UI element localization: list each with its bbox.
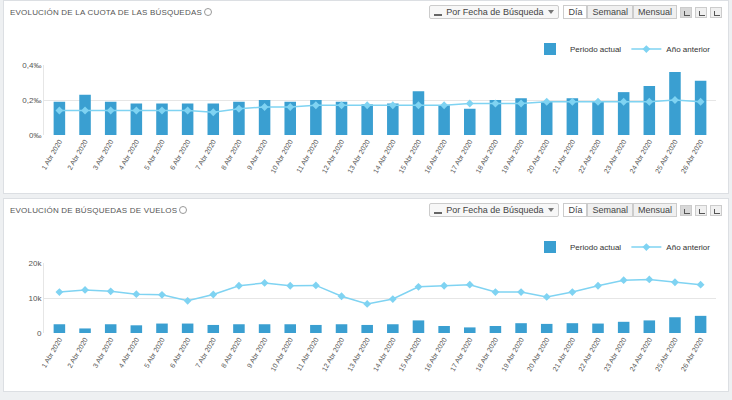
- html-text:Día: Día: [568, 7, 583, 17]
- svg-text:3 Abr 2020: 3 Abr 2020: [92, 336, 115, 369]
- svg-text:17 Abr 2020: 17 Abr 2020: [449, 336, 474, 372]
- svg-text:19 Abr 2020: 19 Abr 2020: [500, 336, 525, 372]
- html-text:Por Fecha de Búsqueda: Por Fecha de Búsqueda: [446, 205, 544, 215]
- svg-text:22 Abr 2020: 22 Abr 2020: [577, 336, 602, 372]
- html-text:Semanal: Semanal: [592, 205, 628, 215]
- svg-text:7 Abr 2020: 7 Abr 2020: [194, 138, 217, 171]
- svg-text:20k: 20k: [28, 259, 42, 268]
- svg-text:25 Abr 2020: 25 Abr 2020: [654, 138, 679, 174]
- svg-text:0: 0: [37, 329, 42, 338]
- svg-text:10 Abr 2020: 10 Abr 2020: [269, 336, 294, 372]
- html-text:Mensual: Mensual: [638, 7, 672, 17]
- svg-text:13 Abr 2020: 13 Abr 2020: [346, 138, 371, 174]
- svg-text:9 Abr 2020: 9 Abr 2020: [245, 138, 268, 171]
- svg-text:2 Abr 2020: 2 Abr 2020: [66, 138, 89, 171]
- html-text:Día: Día: [568, 205, 583, 215]
- svg-text:12 Abr 2020: 12 Abr 2020: [320, 336, 345, 372]
- svg-text:12 Abr 2020: 12 Abr 2020: [320, 138, 345, 174]
- svg-text:1 Abr 2020: 1 Abr 2020: [40, 138, 63, 171]
- svg-text:0,4‰: 0,4‰: [22, 61, 41, 70]
- svg-text:11 Abr 2020: 11 Abr 2020: [295, 336, 320, 372]
- svg-text:26 Abr 2020: 26 Abr 2020: [680, 336, 705, 372]
- svg-text:15 Abr 2020: 15 Abr 2020: [397, 336, 422, 372]
- svg-text:5 Abr 2020: 5 Abr 2020: [143, 138, 166, 171]
- svg-text:2 Abr 2020: 2 Abr 2020: [66, 336, 89, 369]
- svg-text:1 Abr 2020: 1 Abr 2020: [40, 336, 63, 369]
- svg-text:0,2‰: 0,2‰: [22, 96, 41, 105]
- svg-text:18 Abr 2020: 18 Abr 2020: [474, 138, 499, 174]
- svg-text:21 Abr 2020: 21 Abr 2020: [551, 336, 576, 372]
- svg-text:11 Abr 2020: 11 Abr 2020: [295, 138, 320, 174]
- svg-text:14 Abr 2020: 14 Abr 2020: [372, 138, 397, 174]
- svg-text:17 Abr 2020: 17 Abr 2020: [449, 138, 474, 174]
- svg-text:16 Abr 2020: 16 Abr 2020: [423, 138, 448, 174]
- svg-text:5 Abr 2020: 5 Abr 2020: [143, 336, 166, 369]
- svg-text:21 Abr 2020: 21 Abr 2020: [551, 138, 576, 174]
- svg-text:4 Abr 2020: 4 Abr 2020: [117, 138, 140, 171]
- svg-text:19 Abr 2020: 19 Abr 2020: [500, 138, 525, 174]
- html-text:EVOLUCIÓN DE BÚSQUEDAS DE VUEL: EVOLUCIÓN DE BÚSQUEDAS DE VUELOS: [10, 205, 178, 215]
- svg-text:24 Abr 2020: 24 Abr 2020: [628, 336, 653, 372]
- svg-text:15 Abr 2020: 15 Abr 2020: [397, 138, 422, 174]
- svg-text:Año anterior: Año anterior: [666, 45, 710, 54]
- svg-text:10k: 10k: [28, 294, 42, 303]
- svg-text:20 Abr 2020: 20 Abr 2020: [526, 336, 551, 372]
- svg-text:6 Abr 2020: 6 Abr 2020: [169, 138, 192, 171]
- svg-text:8 Abr 2020: 8 Abr 2020: [220, 138, 243, 171]
- svg-text:3 Abr 2020: 3 Abr 2020: [92, 138, 115, 171]
- svg-text:Periodo actual: Periodo actual: [570, 243, 621, 252]
- svg-text:23 Abr 2020: 23 Abr 2020: [603, 138, 628, 174]
- svg-text:13 Abr 2020: 13 Abr 2020: [346, 336, 371, 372]
- svg-text:0‰: 0‰: [29, 131, 41, 140]
- html-text:EVOLUCIÓN DE LA CUOTA DE LAS B: EVOLUCIÓN DE LA CUOTA DE LAS BÚSQUEDAS: [10, 7, 202, 17]
- html-text:Por Fecha de Búsqueda: Por Fecha de Búsqueda: [446, 7, 544, 17]
- svg-text:22 Abr 2020: 22 Abr 2020: [577, 138, 602, 174]
- svg-text:4 Abr 2020: 4 Abr 2020: [117, 336, 140, 369]
- svg-text:7 Abr 2020: 7 Abr 2020: [194, 336, 217, 369]
- svg-text:16 Abr 2020: 16 Abr 2020: [423, 336, 448, 372]
- svg-text:23 Abr 2020: 23 Abr 2020: [603, 336, 628, 372]
- svg-text:Periodo actual: Periodo actual: [570, 45, 621, 54]
- svg-text:26 Abr 2020: 26 Abr 2020: [680, 138, 705, 174]
- svg-text:24 Abr 2020: 24 Abr 2020: [628, 138, 653, 174]
- svg-text:18 Abr 2020: 18 Abr 2020: [474, 336, 499, 372]
- svg-text:14 Abr 2020: 14 Abr 2020: [372, 336, 397, 372]
- svg-text:9 Abr 2020: 9 Abr 2020: [245, 336, 268, 369]
- svg-text:6 Abr 2020: 6 Abr 2020: [169, 336, 192, 369]
- svg-text:10 Abr 2020: 10 Abr 2020: [269, 138, 294, 174]
- html-text:Semanal: Semanal: [592, 7, 628, 17]
- html-text:Mensual: Mensual: [638, 205, 672, 215]
- svg-text:Año anterior: Año anterior: [666, 243, 710, 252]
- svg-text:20 Abr 2020: 20 Abr 2020: [526, 138, 551, 174]
- svg-text:8 Abr 2020: 8 Abr 2020: [220, 336, 243, 369]
- svg-text:25 Abr 2020: 25 Abr 2020: [654, 336, 679, 372]
